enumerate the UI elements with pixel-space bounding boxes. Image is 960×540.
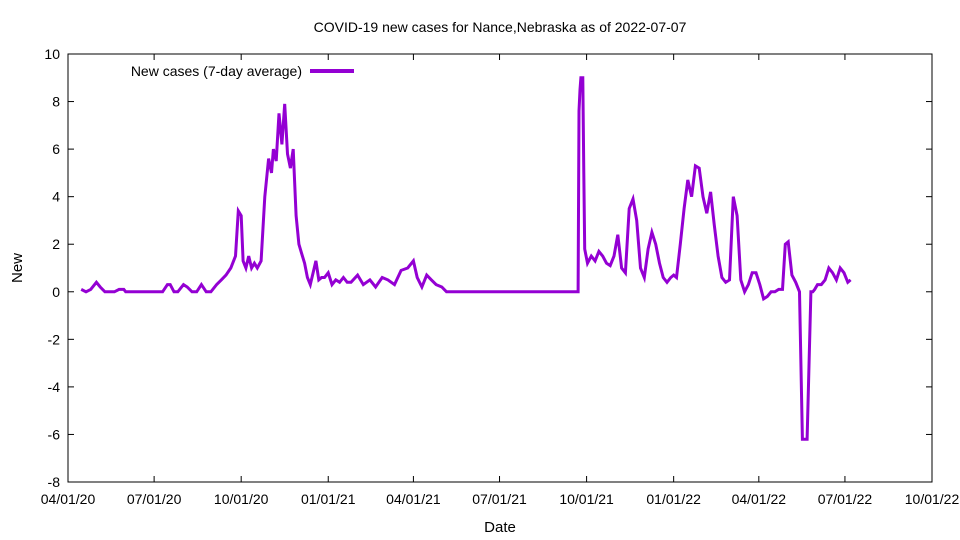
x-tick-label: 01/01/22 — [646, 491, 701, 507]
y-tick-label: -8 — [48, 474, 61, 490]
x-tick-label: 10/01/20 — [214, 491, 269, 507]
x-axis-title: Date — [484, 519, 516, 536]
y-tick-label: -6 — [48, 426, 61, 442]
x-tick-label: 07/01/20 — [127, 491, 182, 507]
y-axis-title: New — [9, 253, 26, 283]
legend-label: New cases (7-day average) — [131, 63, 302, 79]
x-tick-label: 10/01/22 — [905, 491, 960, 507]
chart-title: COVID-19 new cases for Nance,Nebraska as… — [314, 19, 687, 35]
x-tick-label: 04/01/21 — [386, 491, 441, 507]
y-tick-label: -2 — [48, 331, 61, 347]
y-tick-label: -4 — [48, 379, 61, 395]
x-tick-label: 10/01/21 — [559, 491, 614, 507]
x-axis: 04/01/20 07/01/20 10/01/20 01/01/21 04/01/21… — [41, 54, 960, 507]
y-tick-label: 0 — [52, 284, 60, 300]
x-tick-label: 07/01/22 — [818, 491, 873, 507]
series-line — [80, 76, 852, 441]
y-tick-label: 2 — [52, 236, 60, 252]
y-tick-label: 4 — [52, 189, 60, 205]
y-tick-label: 8 — [52, 94, 60, 110]
series-layer — [80, 76, 852, 441]
y-axis: -8 -6 -4 -2 0 2 4 6 8 10 — [44, 46, 932, 490]
y-tick-label: 6 — [52, 141, 60, 157]
x-tick-label: 01/01/21 — [301, 491, 356, 507]
y-tick-label: 10 — [44, 46, 60, 62]
x-tick-label: 04/01/22 — [732, 491, 787, 507]
x-tick-label: 07/01/21 — [472, 491, 527, 507]
x-tick-label: 04/01/20 — [41, 491, 96, 507]
legend: New cases (7-day average) — [131, 63, 354, 79]
